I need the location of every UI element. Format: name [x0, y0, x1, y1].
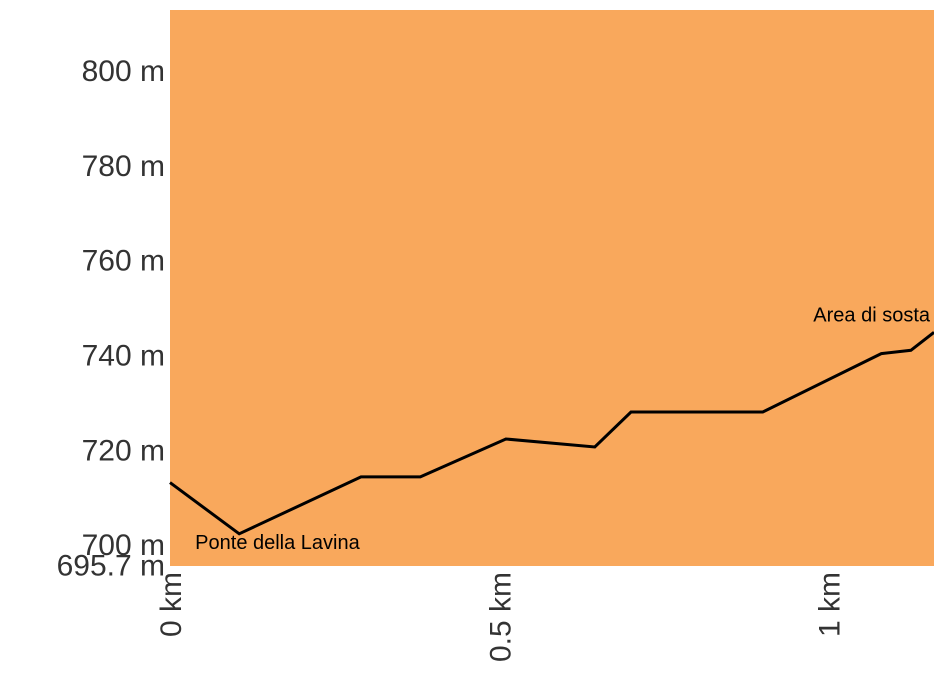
y-tick-label: 760 m — [82, 245, 165, 278]
x-tick-label: 1 km — [814, 572, 847, 637]
annotations: Ponte della Lavina Area di sosta — [195, 305, 931, 555]
elevation-line — [169, 331, 934, 536]
y-tick-label: 740 m — [82, 340, 165, 373]
annotation-start-point: Ponte della Lavina — [195, 532, 360, 554]
x-axis-ticks: 0 km 0.5 km 1 km — [155, 572, 847, 662]
x-tick-label: 0 km — [155, 572, 188, 637]
annotation-end-point: Area di sosta — [813, 305, 931, 327]
y-tick-label: 800 m — [82, 55, 165, 88]
y-tick-label: 780 m — [82, 150, 165, 183]
y-tick-label: 720 m — [82, 434, 165, 467]
y-tick-label: 695.7 m — [57, 550, 165, 583]
x-tick-label: 0.5 km — [484, 572, 517, 662]
y-tick-label: 700 m — [82, 529, 165, 562]
plot-area — [170, 10, 934, 566]
